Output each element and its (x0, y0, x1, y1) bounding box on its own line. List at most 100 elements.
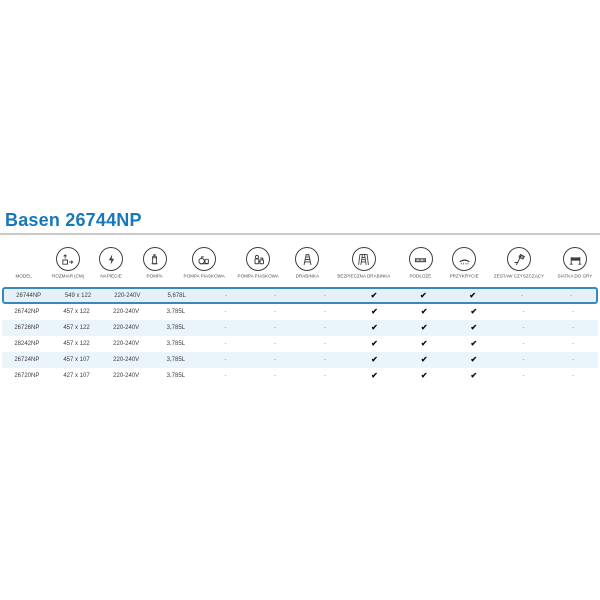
column-label: POMPA PIASKOWA (183, 274, 225, 280)
table-header-row: MODEL ROZMIAR [CM] NAPIĘCIE (2, 241, 598, 280)
column-label: POMPA (146, 274, 163, 280)
table-cell: 3,785L (166, 325, 185, 331)
page-title: Basen 26744NP (5, 210, 142, 230)
table-cell: 220-240V (113, 325, 140, 331)
table-cell: - (522, 309, 525, 315)
table-cell: 26720NP (14, 373, 40, 379)
column-header-pompa: POMPA (133, 241, 177, 280)
table-cell: ✔ (469, 290, 476, 300)
table-cell: ✔ (370, 290, 378, 300)
column-header-model: MODEL (2, 241, 46, 280)
table-cell: 549 x 122 (64, 292, 92, 299)
table-cell: ✔ (420, 371, 428, 380)
column-header-napiecie: NAPIĘCIE (89, 241, 133, 280)
table-cell: - (323, 373, 326, 379)
table-cell: 26744NP (16, 292, 42, 299)
table-cell: 3,785L (166, 357, 185, 363)
column-label: PRZYKRYCIE (449, 274, 479, 280)
table-cell: 220-240V (113, 373, 140, 379)
table-body: 26744NP 549 x 122 220-240V 5,678L - - - … (2, 287, 598, 384)
table-cell: - (274, 357, 277, 363)
table-cell: - (570, 292, 573, 299)
table-cell: ✔ (371, 307, 378, 316)
table-cell: - (572, 373, 575, 379)
column-header-pompa-piaskowa-1: POMPA PIASKOWA (177, 241, 231, 280)
table-cell: - (323, 309, 326, 315)
table-cell: - (274, 292, 277, 299)
table-cell: - (224, 325, 227, 331)
column-header-drabinka: DRABINKA (285, 241, 329, 280)
table-row-26724NP[interactable]: 26724NP 457 x 107 220-240V 3,785L - - - … (2, 352, 598, 368)
column-header-podloze: PODŁOŻE (399, 241, 443, 280)
table-cell: 427 x 107 (63, 373, 90, 379)
table-row-26720NP[interactable]: 26720NP 427 x 107 220-240V 3,785L - - - … (2, 368, 598, 384)
table-cell: - (522, 373, 525, 379)
column-label: MODEL (15, 274, 32, 280)
table-cell: - (572, 357, 575, 363)
table-cell: 457 x 107 (63, 357, 90, 363)
column-label: NAPIĘCIE (100, 274, 122, 280)
table-cell: - (522, 357, 525, 363)
table-row-26742NP[interactable]: 26742NP 457 x 122 220-240V 3,785L - - - … (2, 304, 598, 320)
column-label: BEZPIECZNA DRABINKA (337, 274, 391, 280)
table-cell: ✔ (420, 355, 428, 364)
table-cell: 220-240V (113, 357, 140, 363)
table-cell: ✔ (470, 307, 478, 316)
table-row-28242NP[interactable]: 28242NP 457 x 122 220-240V 3,785L - - - … (2, 336, 598, 352)
table-cell: ✔ (420, 307, 428, 316)
table-cell: ✔ (371, 323, 378, 332)
table-cell: 5,678L (167, 292, 186, 299)
pump-icon (142, 247, 167, 271)
column-header-zestaw-czyszczacy: ZESTAW CZYSZCZĄCY (486, 241, 552, 280)
table-cell: ✔ (419, 290, 427, 300)
table-cell: 28242NP (14, 341, 40, 347)
table-cell: - (522, 325, 525, 331)
table-cell: ✔ (371, 371, 378, 380)
column-label: ROZMIAR [CM] (51, 274, 84, 280)
table-cell: - (572, 325, 575, 331)
table-cell: - (274, 373, 277, 379)
ground-cloth-icon (408, 247, 433, 271)
table-cell: - (323, 357, 326, 363)
table-cell: - (520, 292, 523, 299)
table-cell: 3,785L (166, 309, 185, 315)
table-cell: - (572, 341, 575, 347)
table-cell: - (323, 325, 326, 331)
table-cell: ✔ (470, 355, 478, 364)
column-header-przykrycie: PRZYKRYCIE (443, 241, 487, 280)
cleaning-kit-icon (507, 247, 532, 271)
table-cell: - (224, 373, 227, 379)
sand-pump-icon (191, 247, 216, 271)
game-net-icon (563, 247, 588, 271)
table-cell: - (274, 309, 277, 315)
table-cell: 220-240V (113, 309, 140, 315)
column-header-pompa-piaskowa-2: POMPA PIASKOWA (231, 241, 285, 280)
safety-ladder-icon (351, 247, 376, 271)
table-cell: - (572, 309, 575, 315)
ladder-icon (295, 247, 320, 271)
table-cell: 220-240V (114, 292, 141, 299)
voltage-icon (99, 247, 124, 271)
table-cell: 26724NP (14, 357, 40, 363)
table-row-26744NP[interactable]: 26744NP 549 x 122 220-240V 5,678L - - - … (2, 287, 598, 304)
measure-icon (55, 247, 80, 271)
table-cell: 457 x 122 (63, 325, 90, 331)
table-cell: - (522, 341, 525, 347)
table-cell: - (224, 357, 227, 363)
table-cell: 457 x 122 (63, 309, 90, 315)
table-row-26726NP[interactable]: 26726NP 457 x 122 220-240V 3,785L - - - … (2, 320, 598, 336)
table-cell: - (274, 325, 277, 331)
table-cell: ✔ (371, 339, 378, 348)
pool-cover-icon (452, 247, 477, 271)
table-cell: 26726NP (14, 325, 40, 331)
table-cell: 220-240V (113, 341, 140, 347)
column-label: DRABINKA (295, 274, 319, 280)
table-cell: - (224, 309, 227, 315)
column-header-siatka-do-gry: SIATKA DO GRY (552, 241, 598, 280)
table-cell: - (323, 292, 326, 299)
table-cell: ✔ (470, 323, 478, 332)
table-cell: 457 x 122 (63, 341, 90, 347)
table-cell: - (224, 341, 227, 347)
column-label: SIATKA DO GRY (557, 274, 593, 280)
